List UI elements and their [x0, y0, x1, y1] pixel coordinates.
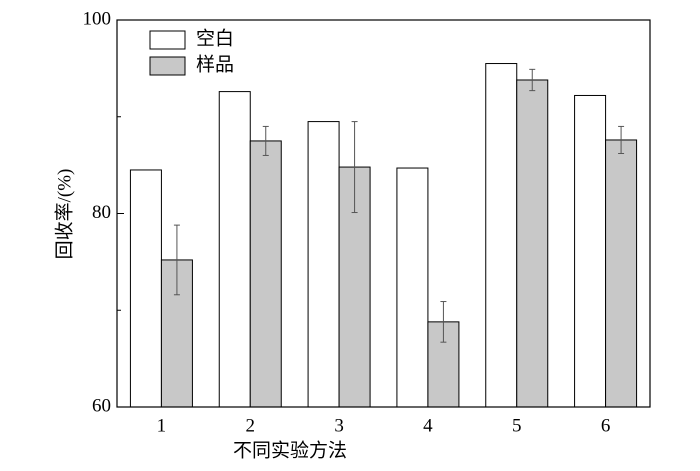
bar [396, 167, 429, 408]
y-axis-title: 回收率/(%) [53, 169, 75, 260]
error-bar [351, 121, 358, 214]
bar [485, 63, 518, 408]
x-tick-label: 5 [512, 415, 522, 436]
error-bar [529, 68, 536, 92]
bar [516, 79, 549, 408]
error-bar [173, 224, 180, 296]
error-bar [440, 301, 447, 343]
y-tick-label: 80 [92, 202, 111, 223]
bar [307, 121, 340, 408]
legend-label: 空白 [196, 27, 234, 49]
y-tick-label: 60 [92, 395, 111, 416]
bar [249, 140, 282, 408]
x-tick-label: 2 [246, 415, 256, 436]
error-bar [618, 125, 625, 155]
x-axis-title: 不同实验方法 [233, 439, 347, 461]
bar [129, 169, 162, 408]
bar [218, 91, 251, 408]
x-tick-label: 6 [601, 415, 611, 436]
bar [605, 139, 638, 408]
legend-swatch [149, 56, 186, 76]
x-tick-label: 3 [334, 415, 344, 436]
x-tick-label: 1 [157, 415, 167, 436]
bar [574, 94, 607, 408]
x-tick-label: 4 [423, 415, 433, 436]
plot-frame [116, 19, 651, 408]
error-bar [262, 125, 269, 156]
legend-label: 样品 [196, 53, 234, 75]
y-tick-label: 100 [83, 8, 112, 29]
legend-swatch [149, 30, 186, 50]
